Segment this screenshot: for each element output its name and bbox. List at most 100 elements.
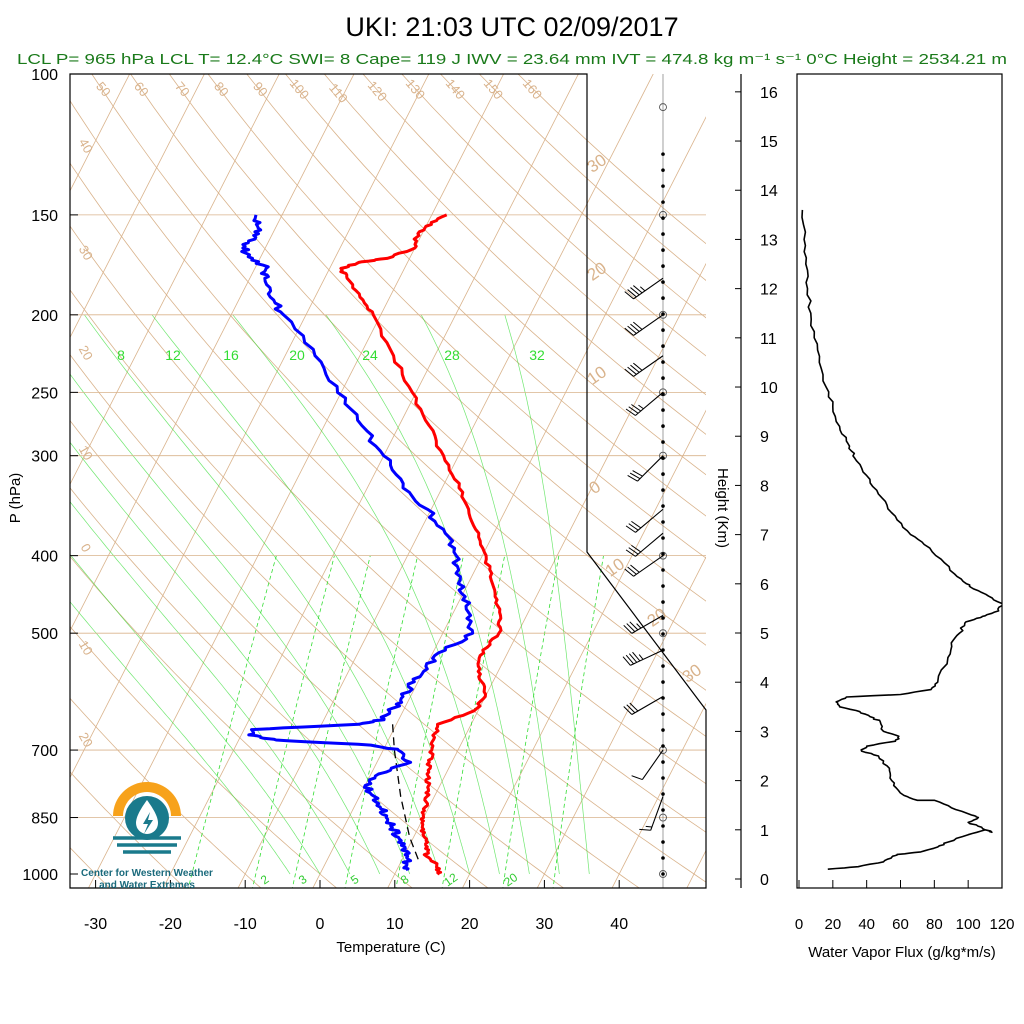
- y-tick-label: 700: [31, 743, 58, 760]
- wind-barb-feather: [627, 366, 637, 375]
- wind-barb-feather: [627, 566, 637, 575]
- wind-barb-half-feather: [638, 404, 644, 410]
- wind-barb-feather: [628, 523, 639, 531]
- wvf-x-tick-label: 60: [892, 916, 909, 933]
- wind-level-dot: [661, 792, 665, 796]
- wind-barb-feather: [622, 656, 631, 666]
- wind-level-dot: [661, 536, 665, 540]
- wvf-x-tick-label: 0: [795, 916, 803, 933]
- isotherm-label-left: 10: [76, 443, 96, 463]
- moist-adiabat-label: 20: [289, 347, 305, 363]
- dry-adiabat-line: [70, 225, 706, 833]
- wind-barb-feather: [632, 470, 643, 477]
- wind-level-dot: [661, 248, 665, 252]
- wind-barb-feather: [626, 623, 636, 632]
- moist-adiabat-label: 16: [223, 347, 239, 363]
- wind-barb-staff: [633, 555, 664, 577]
- y-tick-label: 400: [31, 549, 58, 566]
- dry-adiabat-line: [207, 74, 706, 559]
- wind-barb-feather: [630, 287, 640, 296]
- wind-barb: [631, 749, 664, 781]
- mixing-ratio-line: [252, 555, 335, 888]
- wind-barb-half-feather: [639, 286, 646, 292]
- dry-adiabat-line: [479, 74, 706, 281]
- y-tick-label: 1000: [22, 867, 58, 884]
- dry-adiabat-line: [70, 625, 338, 888]
- wind-barb: [625, 532, 664, 557]
- isotherm-line: [88, 74, 505, 888]
- wvf-x-tick-label: 80: [926, 916, 943, 933]
- mixing-ratio-line: [291, 555, 371, 888]
- mixing-ratio-line: [344, 555, 419, 888]
- wind-barb-feather: [627, 475, 638, 482]
- dry-adiabat-line: [323, 74, 706, 435]
- dry-adiabat-label: 150: [481, 76, 506, 102]
- parcel-path-line: [391, 724, 420, 862]
- dry-adiabat-line: [285, 74, 706, 476]
- wind-level-dot: [661, 872, 665, 876]
- wind-barb-feather: [631, 404, 642, 412]
- mixing-ratio-label: 20: [501, 870, 520, 889]
- isotherm-lines: [70, 74, 706, 888]
- wind-level-dot: [661, 856, 665, 860]
- temperature-line: [339, 213, 503, 876]
- moist-adiabat-line: [420, 314, 560, 875]
- x-tick-label: 0: [316, 916, 325, 933]
- wind-barb-half-feather: [638, 654, 644, 660]
- wind-level-dot: [661, 360, 665, 364]
- dry-adiabat-label: 60: [131, 79, 152, 100]
- wind-level-dot: [661, 168, 665, 172]
- wind-level-dot: [661, 424, 665, 428]
- wind-level-dot: [661, 232, 665, 236]
- wind-barb-staff: [635, 391, 664, 416]
- dry-adiabat-line: [130, 74, 706, 646]
- wind-barb-feather: [633, 321, 643, 330]
- wind-barb: [625, 391, 664, 416]
- dry-adiabat-line: [70, 487, 489, 888]
- isotherm-line: [70, 74, 205, 339]
- wvf-y-tick-label: 14: [760, 183, 778, 200]
- wind-level-dot: [661, 552, 665, 556]
- wind-level-dot: [661, 264, 665, 268]
- wind-barb-feather: [631, 520, 642, 529]
- wvf-y-tick-label: 12: [760, 282, 778, 299]
- calm-wind-circle: [659, 310, 667, 319]
- wind-barb-staff: [630, 649, 664, 666]
- wvf-x-axis-label: Water Vapor Flux (g/kg*m/s): [808, 944, 996, 961]
- pressure-lines: [70, 214, 706, 818]
- isotherm-line: [162, 74, 579, 888]
- wvf-y-tick-label: 7: [760, 528, 769, 545]
- wind-level-dot: [661, 216, 665, 220]
- wind-level-dot: [661, 152, 665, 156]
- wvf-x-tick-label: 20: [824, 916, 841, 933]
- wind-barb-staff: [650, 796, 664, 831]
- y-axis-label: P (hPa): [7, 473, 24, 524]
- isotherm-line: [611, 702, 706, 888]
- moist-adiabat-line: [504, 314, 590, 875]
- moist-adiabat-label: 24: [362, 347, 378, 363]
- isotherm-label-left: 30: [76, 243, 96, 263]
- wind-barb-feather: [628, 653, 638, 663]
- wind-level-dot: [661, 680, 665, 684]
- calm-wind-circle: [659, 870, 667, 878]
- wvf-y-tick-label: 9: [760, 429, 769, 446]
- wind-barb-staff: [635, 532, 664, 557]
- wind-barb-staff: [631, 614, 664, 634]
- cw3e-logo: Center for Western Weather and Water Ext…: [81, 782, 213, 891]
- wind-barb-feather: [630, 564, 640, 573]
- wind-level-dot: [661, 664, 665, 668]
- isotherm-line: [70, 74, 280, 486]
- moist-adiabat-line: [151, 314, 470, 875]
- wind-level-dot: [661, 504, 665, 508]
- isotherm-label-left: 20: [76, 343, 96, 363]
- dry-adiabat-line: [70, 555, 413, 888]
- wind-barb-feather: [629, 621, 639, 631]
- wind-level-dot: [661, 632, 665, 636]
- mixing-ratio-label: 8: [398, 872, 412, 887]
- wvf-y-tick-label: 1: [760, 823, 769, 840]
- dry-adiabat-line: [401, 74, 706, 357]
- x-tick-label: 10: [386, 916, 404, 933]
- dry-adiabat-line: [168, 74, 706, 602]
- wind-barb-feather: [626, 704, 636, 714]
